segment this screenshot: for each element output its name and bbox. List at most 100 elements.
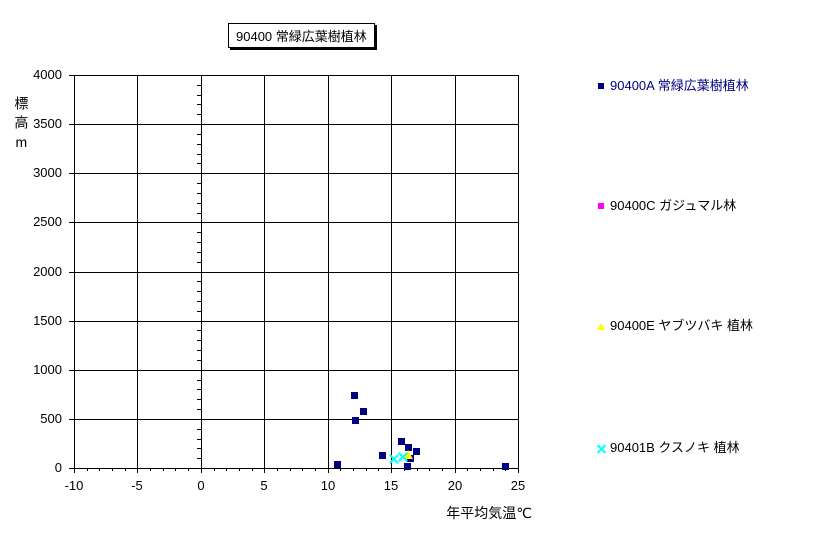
- y-axis-tick: [69, 272, 74, 273]
- x-axis-minor-tick: [252, 468, 253, 471]
- y-axis-minor-tick: [197, 458, 201, 459]
- data-marker-triangle: [403, 450, 413, 459]
- data-marker-square: [379, 452, 386, 459]
- x-axis-minor-tick: [214, 468, 215, 471]
- data-marker-square: [360, 408, 367, 415]
- x-axis-minor-tick: [378, 468, 379, 471]
- y-axis-minor-tick: [197, 104, 201, 105]
- x-axis-tick: [455, 468, 456, 473]
- x-axis-minor-tick: [112, 468, 113, 471]
- h-gridline: [74, 321, 518, 322]
- data-marker-x: [596, 444, 607, 454]
- data-marker-square: [334, 461, 341, 468]
- y-axis-minor-tick: [197, 389, 201, 390]
- data-marker-square: [351, 392, 358, 399]
- y-axis-tick: [69, 75, 74, 76]
- y-axis-minor-tick: [197, 399, 201, 400]
- y-axis-minor-tick: [197, 154, 201, 155]
- x-axis-minor-tick: [315, 468, 316, 471]
- x-axis-minor-tick: [87, 468, 88, 471]
- data-marker-square: [405, 444, 412, 451]
- y-axis-minor-tick: [197, 183, 201, 184]
- v-gridline: [391, 75, 392, 468]
- h-gridline: [74, 419, 518, 420]
- x-axis-minor-tick: [480, 468, 481, 471]
- x-tick-label: -5: [131, 478, 143, 493]
- y-axis-minor-tick: [197, 95, 201, 96]
- y-axis-minor-tick: [197, 262, 201, 263]
- x-tick-label: -10: [64, 478, 84, 493]
- x-axis-tick: [74, 468, 75, 473]
- x-tick-label: 20: [447, 478, 463, 493]
- y-tick-label: 3500: [33, 116, 62, 131]
- y-tick-label: 1000: [33, 362, 62, 377]
- x-axis-tick: [328, 468, 329, 473]
- data-marker-x: [398, 452, 408, 462]
- x-axis-minor-tick: [493, 468, 494, 471]
- data-marker-square: [404, 463, 411, 470]
- data-marker-triangle: [597, 323, 605, 330]
- x-axis-minor-tick: [302, 468, 303, 471]
- y-axis-tick: [69, 468, 74, 469]
- y-axis-minor-tick: [197, 448, 201, 449]
- y-axis-tick: [69, 222, 74, 223]
- y-axis-minor-tick: [197, 163, 201, 164]
- x-axis-tick: [391, 468, 392, 473]
- legend-label: 90400E ヤブツバキ 植林: [610, 318, 754, 333]
- x-axis-minor-tick: [239, 468, 240, 471]
- y-axis-minor-tick: [197, 439, 201, 440]
- legend-label: 90400C ガジュマル林: [610, 198, 737, 213]
- y-axis-minor-tick: [197, 291, 201, 292]
- y-axis-tick: [69, 124, 74, 125]
- legend-label: 90401B クスノキ 植林: [610, 440, 740, 455]
- y-axis-minor-tick: [197, 281, 201, 282]
- y-axis-minor-tick: [197, 301, 201, 302]
- v-gridline: [264, 75, 265, 468]
- h-gridline: [74, 222, 518, 223]
- x-axis-minor-tick: [150, 468, 151, 471]
- x-axis-minor-tick: [188, 468, 189, 471]
- x-axis-minor-tick: [290, 468, 291, 471]
- y-axis-minor-tick: [197, 350, 201, 351]
- x-axis-minor-tick: [125, 468, 126, 471]
- y-axis-minor-tick: [197, 144, 201, 145]
- x-axis-minor-tick: [99, 468, 100, 471]
- y-axis-minor-tick: [197, 193, 201, 194]
- v-gridline: [201, 75, 202, 468]
- chart-title: 90400 常緑広葉樹植林: [228, 23, 375, 48]
- y-axis-minor-tick: [197, 409, 201, 410]
- y-axis-title: 標高m: [13, 96, 30, 155]
- y-axis-minor-tick: [197, 360, 201, 361]
- data-marker-square: [352, 417, 359, 424]
- x-axis-minor-tick: [163, 468, 164, 471]
- y-axis-minor-tick: [197, 330, 201, 331]
- data-marker-square: [502, 463, 509, 470]
- v-gridline: [455, 75, 456, 468]
- x-axis-tick: [264, 468, 265, 473]
- y-axis-minor-tick: [197, 242, 201, 243]
- x-tick-label: 15: [383, 478, 399, 493]
- x-axis-tick: [518, 468, 519, 473]
- y-axis-tick: [69, 370, 74, 371]
- x-axis-minor-tick: [226, 468, 227, 471]
- h-gridline: [74, 272, 518, 273]
- x-axis-minor-tick: [340, 468, 341, 471]
- y-tick-label: 1500: [33, 313, 62, 328]
- x-axis-minor-tick: [353, 468, 354, 471]
- y-axis-minor-tick: [197, 85, 201, 86]
- y-tick-label: 4000: [33, 67, 62, 82]
- y-axis-tick: [69, 173, 74, 174]
- y-axis-minor-tick: [197, 252, 201, 253]
- y-axis-minor-tick: [197, 213, 201, 214]
- x-axis-tick: [137, 468, 138, 473]
- legend-label: 90400A 常緑広葉樹植林: [610, 78, 749, 93]
- x-axis-minor-tick: [366, 468, 367, 471]
- y-tick-label: 2500: [33, 214, 62, 229]
- x-axis-tick: [201, 468, 202, 473]
- data-marker-square: [413, 448, 420, 455]
- v-gridline: [328, 75, 329, 468]
- v-gridline: [137, 75, 138, 468]
- y-axis-tick: [69, 321, 74, 322]
- x-axis-minor-tick: [175, 468, 176, 471]
